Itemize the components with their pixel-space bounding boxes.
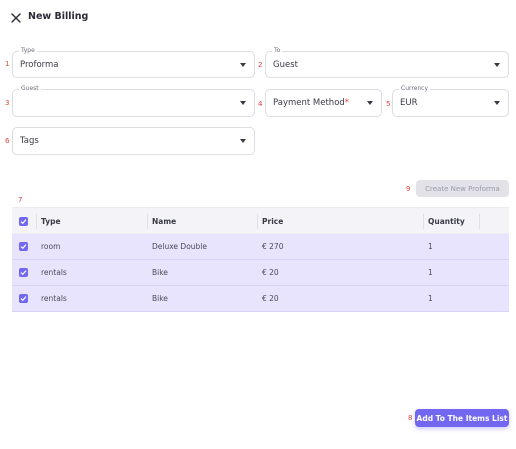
to-value: Guest: [273, 59, 298, 70]
table-header: Type Name Price Quantity: [12, 207, 509, 234]
to-label: To: [272, 47, 283, 55]
column-header-type[interactable]: Type: [41, 217, 61, 226]
items-table: Type Name Price Quantity room Deluxe Dou…: [12, 207, 509, 312]
type-select[interactable]: Type Proforma: [12, 47, 255, 78]
marker-2: 2: [258, 61, 263, 69]
row-checkbox[interactable]: [19, 294, 28, 303]
marker-9: 9: [406, 185, 411, 193]
table-row[interactable]: rentals Bike € 20 1: [12, 260, 509, 286]
marker-4: 4: [258, 100, 263, 108]
caret-down-icon: [240, 139, 246, 143]
check-icon: [20, 244, 27, 250]
cell-name: Bike: [152, 294, 168, 303]
cell-quantity: 1: [428, 294, 433, 303]
currency-select[interactable]: Currency EUR: [392, 85, 509, 117]
required-mark: *: [344, 98, 350, 108]
cell-quantity: 1: [428, 242, 433, 251]
caret-down-icon: [240, 62, 246, 67]
cell-quantity: 1: [428, 268, 433, 277]
to-select[interactable]: To Guest: [265, 47, 509, 78]
marker-8: 8: [408, 414, 413, 422]
create-new-proforma-button[interactable]: Create New Proforma: [416, 180, 509, 197]
column-header-price[interactable]: Price: [262, 217, 284, 226]
cell-price: € 20: [262, 294, 279, 303]
cell-type: room: [41, 242, 61, 251]
caret-down-icon: [240, 101, 246, 105]
marker-5: 5: [386, 100, 391, 108]
payment-method-placeholder: Payment Method*: [273, 98, 350, 108]
guest-select[interactable]: Guest: [12, 85, 255, 117]
page-title: New Billing: [28, 11, 89, 22]
marker-1: 1: [5, 60, 10, 68]
cell-name: Deluxe Double: [152, 242, 208, 251]
add-to-items-list-button[interactable]: Add To The Items List: [415, 409, 509, 427]
caret-down-icon: [494, 62, 500, 67]
cell-name: Bike: [152, 268, 168, 277]
cell-price: € 270: [262, 242, 284, 251]
column-header-name[interactable]: Name: [152, 217, 177, 226]
cell-type: rentals: [41, 294, 67, 303]
close-icon[interactable]: [10, 12, 22, 24]
caret-down-icon: [367, 101, 373, 105]
table-row[interactable]: rentals Bike € 20 1: [12, 286, 509, 312]
type-label: Type: [19, 47, 37, 55]
tags-placeholder: Tags: [20, 136, 39, 146]
currency-value: EUR: [400, 98, 418, 108]
column-header-quantity[interactable]: Quantity: [428, 217, 465, 226]
marker-7: 7: [18, 196, 23, 204]
marker-3: 3: [5, 99, 10, 107]
tags-select[interactable]: Tags: [12, 127, 255, 155]
guest-label: Guest: [19, 85, 41, 93]
row-checkbox[interactable]: [19, 242, 28, 251]
currency-label: Currency: [399, 85, 431, 93]
cell-price: € 20: [262, 268, 279, 277]
table-row[interactable]: room Deluxe Double € 270 1: [12, 234, 509, 260]
marker-6: 6: [5, 137, 10, 145]
caret-down-icon: [494, 101, 500, 105]
dialog-header: New Billing: [0, 0, 516, 36]
payment-method-select[interactable]: Payment Method*: [265, 89, 382, 117]
select-all-checkbox[interactable]: [19, 217, 28, 226]
row-checkbox[interactable]: [19, 268, 28, 277]
cell-type: rentals: [41, 268, 67, 277]
check-icon: [20, 219, 27, 225]
type-value: Proforma: [20, 59, 59, 70]
check-icon: [20, 270, 27, 276]
check-icon: [20, 296, 27, 302]
